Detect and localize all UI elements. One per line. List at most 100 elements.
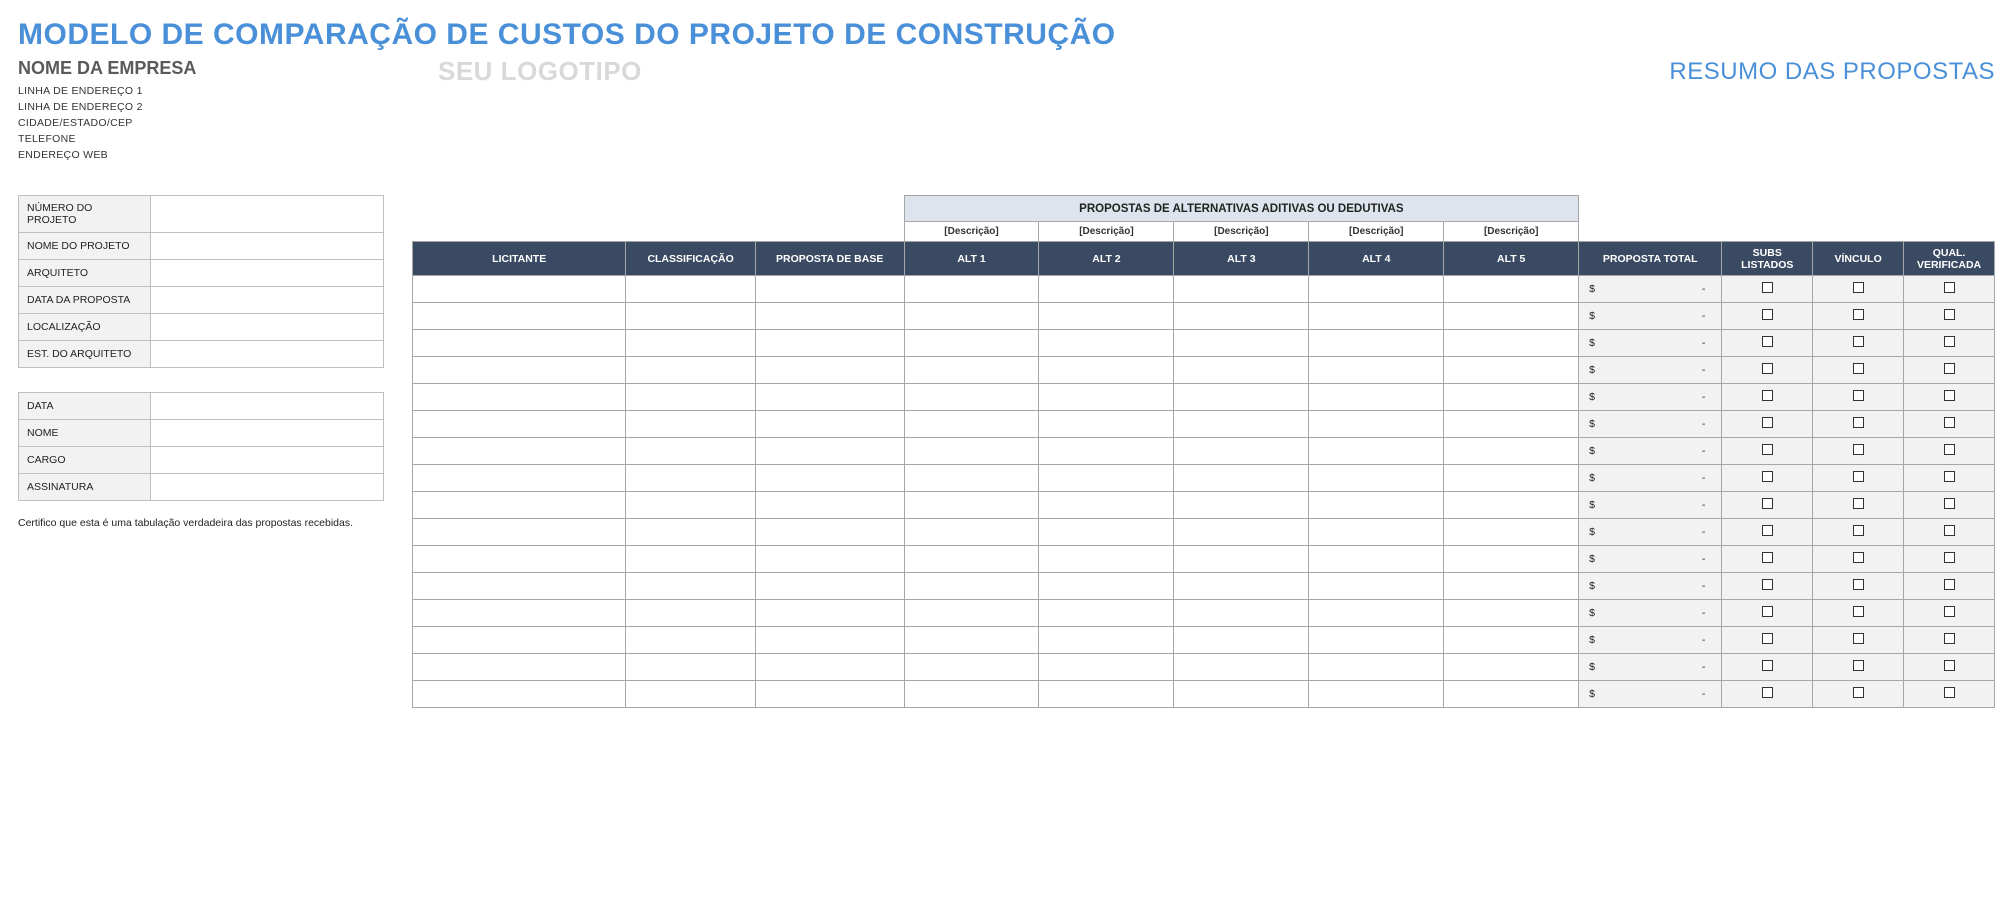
cell-class[interactable] [626,330,755,357]
cell-class[interactable] [626,600,755,627]
cell-subs[interactable] [1722,303,1813,330]
proj-est-value[interactable] [151,341,384,368]
cell-alt5[interactable] [1444,303,1579,330]
cell-vinc[interactable] [1813,384,1904,411]
cell-base[interactable] [755,681,904,708]
cell-licitante[interactable] [413,276,626,303]
cell-class[interactable] [626,438,755,465]
cell-alt5[interactable] [1444,357,1579,384]
cell-alt4[interactable] [1309,681,1444,708]
cell-alt5[interactable] [1444,519,1579,546]
cell-qual[interactable] [1904,465,1995,492]
cell-alt1[interactable] [904,276,1039,303]
cell-subs[interactable] [1722,492,1813,519]
cell-qual[interactable] [1904,384,1995,411]
cell-vinc[interactable] [1813,303,1904,330]
cell-alt3[interactable] [1174,276,1309,303]
cell-alt4[interactable] [1309,330,1444,357]
cell-licitante[interactable] [413,330,626,357]
cell-subs[interactable] [1722,546,1813,573]
cell-alt1[interactable] [904,465,1039,492]
cell-licitante[interactable] [413,492,626,519]
cell-alt1[interactable] [904,654,1039,681]
cell-alt4[interactable] [1309,627,1444,654]
cell-alt5[interactable] [1444,573,1579,600]
cell-class[interactable] [626,303,755,330]
cell-licitante[interactable] [413,438,626,465]
checkbox-icon[interactable] [1944,525,1955,536]
cell-alt2[interactable] [1039,654,1174,681]
cell-qual[interactable] [1904,654,1995,681]
cell-subs[interactable] [1722,627,1813,654]
sig-date-value[interactable] [151,393,384,420]
cell-alt3[interactable] [1174,492,1309,519]
cell-vinc[interactable] [1813,654,1904,681]
cell-alt3[interactable] [1174,654,1309,681]
alt1-desc[interactable]: [Descrição] [904,222,1039,242]
checkbox-icon[interactable] [1853,687,1864,698]
checkbox-icon[interactable] [1944,552,1955,563]
cell-qual[interactable] [1904,627,1995,654]
checkbox-icon[interactable] [1944,633,1955,644]
proj-num-value[interactable] [151,196,384,233]
cell-alt5[interactable] [1444,411,1579,438]
checkbox-icon[interactable] [1762,606,1773,617]
cell-qual[interactable] [1904,600,1995,627]
cell-class[interactable] [626,681,755,708]
checkbox-icon[interactable] [1762,390,1773,401]
cell-alt3[interactable] [1174,681,1309,708]
cell-alt2[interactable] [1039,438,1174,465]
proj-date-value[interactable] [151,287,384,314]
checkbox-icon[interactable] [1762,417,1773,428]
cell-subs[interactable] [1722,600,1813,627]
cell-alt5[interactable] [1444,627,1579,654]
cell-licitante[interactable] [413,357,626,384]
cell-class[interactable] [626,384,755,411]
cell-base[interactable] [755,384,904,411]
cell-subs[interactable] [1722,654,1813,681]
cell-alt3[interactable] [1174,330,1309,357]
cell-alt4[interactable] [1309,519,1444,546]
checkbox-icon[interactable] [1853,498,1864,509]
checkbox-icon[interactable] [1944,417,1955,428]
cell-alt4[interactable] [1309,600,1444,627]
cell-licitante[interactable] [413,573,626,600]
cell-class[interactable] [626,465,755,492]
cell-class[interactable] [626,546,755,573]
checkbox-icon[interactable] [1762,633,1773,644]
cell-alt3[interactable] [1174,411,1309,438]
cell-alt2[interactable] [1039,330,1174,357]
cell-vinc[interactable] [1813,465,1904,492]
cell-alt3[interactable] [1174,438,1309,465]
cell-subs[interactable] [1722,330,1813,357]
cell-alt4[interactable] [1309,654,1444,681]
cell-alt1[interactable] [904,573,1039,600]
cell-subs[interactable] [1722,276,1813,303]
cell-subs[interactable] [1722,438,1813,465]
cell-alt4[interactable] [1309,384,1444,411]
cell-vinc[interactable] [1813,411,1904,438]
cell-alt5[interactable] [1444,276,1579,303]
cell-base[interactable] [755,600,904,627]
checkbox-icon[interactable] [1853,525,1864,536]
cell-alt3[interactable] [1174,384,1309,411]
checkbox-icon[interactable] [1762,282,1773,293]
cell-alt3[interactable] [1174,357,1309,384]
sig-role-value[interactable] [151,447,384,474]
checkbox-icon[interactable] [1762,309,1773,320]
cell-class[interactable] [626,519,755,546]
checkbox-icon[interactable] [1944,687,1955,698]
cell-vinc[interactable] [1813,492,1904,519]
cell-licitante[interactable] [413,546,626,573]
cell-class[interactable] [626,357,755,384]
cell-alt5[interactable] [1444,654,1579,681]
checkbox-icon[interactable] [1762,525,1773,536]
cell-qual[interactable] [1904,276,1995,303]
alt2-desc[interactable]: [Descrição] [1039,222,1174,242]
checkbox-icon[interactable] [1944,606,1955,617]
checkbox-icon[interactable] [1853,309,1864,320]
cell-alt1[interactable] [904,384,1039,411]
cell-qual[interactable] [1904,519,1995,546]
checkbox-icon[interactable] [1853,417,1864,428]
cell-base[interactable] [755,276,904,303]
